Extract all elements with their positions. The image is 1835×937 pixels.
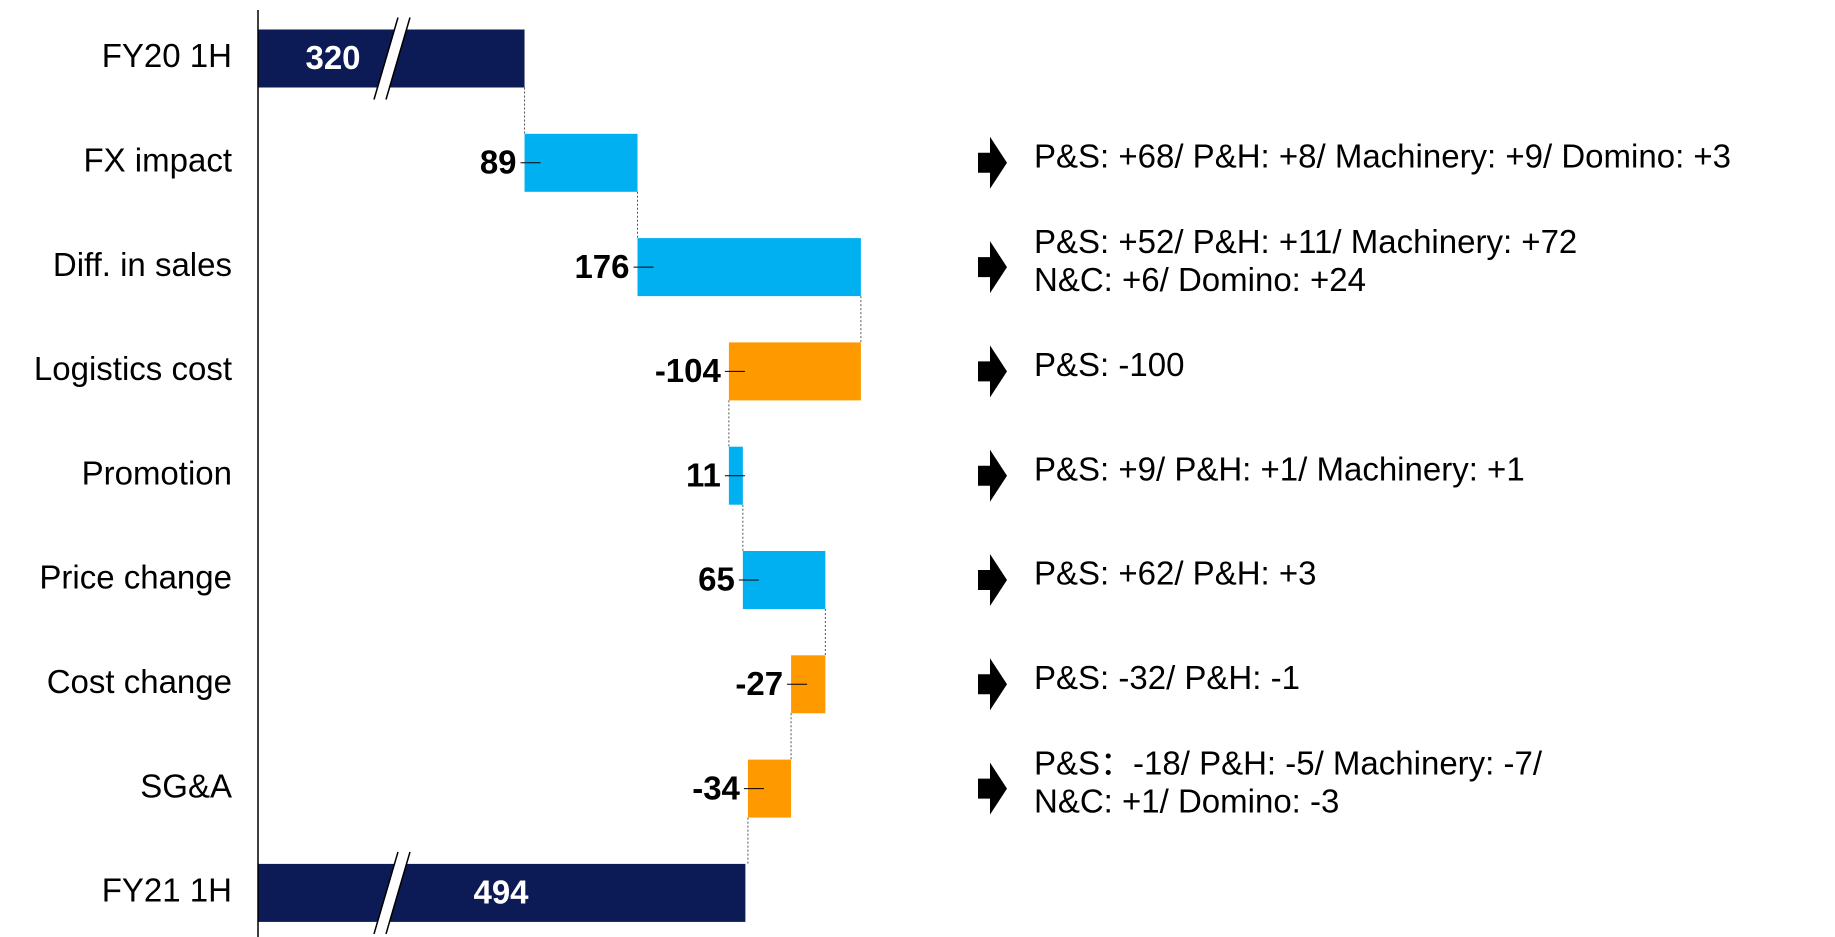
value-label: 65 [698, 561, 735, 598]
category-label: Price change [39, 559, 232, 596]
category-label: Logistics cost [34, 350, 232, 387]
axis-break [373, 851, 399, 935]
arrow [978, 449, 1007, 502]
axis-break [385, 17, 411, 100]
bar [728, 342, 861, 401]
category-label: SG&A [140, 767, 232, 804]
axis-break [385, 851, 411, 935]
category-label: FY20 1H [102, 37, 232, 74]
arrow [978, 762, 1007, 815]
axis-break [374, 851, 410, 934]
arrow [978, 658, 1007, 711]
note: N&C: +1/ Domino: -3 [1034, 782, 1339, 819]
category-label: FX impact [83, 142, 232, 179]
category-label: Cost change [47, 663, 232, 700]
note: P&S：-18/ P&H: -5/ Machinery: -7/ [1034, 744, 1543, 781]
arrow [978, 554, 1007, 606]
note: P&S: -32/ P&H: -1 [1034, 659, 1300, 696]
value-label: 176 [574, 248, 629, 285]
value-label: 11 [686, 456, 721, 493]
bar [637, 238, 861, 297]
arrow [978, 241, 1007, 294]
note: P&S: +62/ P&H: +3 [1034, 555, 1317, 592]
value-label: -34 [692, 769, 740, 806]
axis-break [374, 17, 410, 100]
note: P&S: +52/ P&H: +11/ Machinery: +72 [1034, 223, 1577, 260]
category-label: Promotion [82, 454, 232, 491]
note: P&S: +9/ P&H: +1/ Machinery: +1 [1034, 450, 1525, 487]
value-label: 320 [305, 39, 360, 76]
note: P&S: +68/ P&H: +8/ Machinery: +9/ Domino… [1034, 138, 1731, 175]
axis-break [373, 17, 399, 100]
category-label: FY21 1H [102, 872, 232, 909]
value-label: 494 [473, 874, 529, 911]
value-label: -104 [655, 352, 722, 389]
note: P&S: -100 [1034, 346, 1184, 383]
note: N&C: +6/ Domino: +24 [1034, 261, 1366, 298]
bar [258, 863, 746, 922]
arrow [978, 345, 1007, 398]
value-label: 89 [480, 144, 517, 181]
arrow [978, 136, 1007, 189]
value-label: -27 [735, 665, 783, 702]
bar [524, 133, 638, 192]
category-label: Diff. in sales [53, 246, 232, 283]
